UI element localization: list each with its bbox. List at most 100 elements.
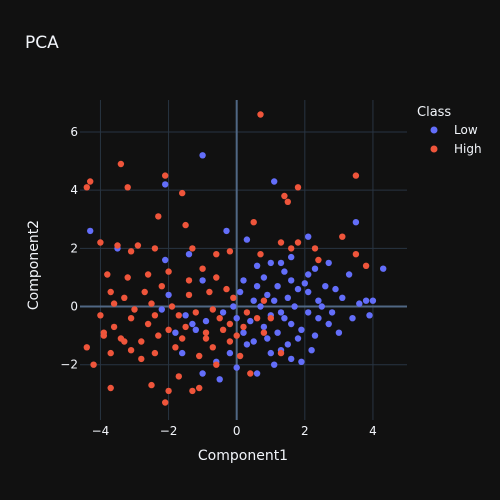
legend-item-low[interactable]: Low	[430, 123, 478, 137]
data-point	[271, 297, 278, 304]
data-point	[311, 265, 319, 272]
data-point	[219, 309, 227, 316]
data-point	[325, 259, 332, 267]
y-axis-label: Component2	[26, 220, 42, 310]
data-point	[216, 315, 223, 322]
data-point	[189, 245, 196, 252]
data-point	[260, 274, 268, 281]
x-tick-label: −4	[92, 424, 110, 438]
x-tick-label: 2	[301, 424, 309, 438]
data-point	[253, 315, 261, 322]
data-point	[151, 349, 159, 357]
data-point	[199, 370, 206, 377]
data-point	[267, 315, 274, 322]
data-point	[151, 312, 159, 319]
data-point	[213, 361, 220, 368]
data-point	[257, 251, 264, 258]
y-tick-label: −2	[60, 358, 78, 372]
data-point	[223, 285, 230, 293]
data-point	[366, 312, 373, 319]
data-point	[349, 315, 356, 322]
data-point	[352, 172, 360, 179]
data-point	[216, 376, 223, 383]
data-point	[162, 256, 169, 264]
data-point	[253, 370, 261, 377]
data-point	[144, 271, 152, 278]
data-point	[110, 300, 118, 307]
legend-item-high[interactable]: High	[430, 142, 482, 156]
data-point	[121, 338, 128, 345]
data-point	[196, 384, 203, 392]
x-tick-label: −2	[160, 424, 178, 438]
data-point	[339, 233, 346, 240]
data-point	[240, 323, 247, 331]
data-point	[260, 297, 268, 304]
data-point	[206, 288, 213, 296]
legend-marker	[430, 145, 438, 153]
data-point	[267, 259, 274, 267]
data-point	[243, 341, 251, 348]
data-point	[243, 309, 251, 316]
data-point	[124, 274, 131, 281]
data-point	[172, 329, 179, 336]
data-point	[199, 265, 206, 272]
tick-labels: −4 −2 0 2 4 −2 0 2 4 6	[60, 125, 376, 438]
data-point	[97, 239, 104, 246]
data-point	[83, 344, 91, 351]
data-point	[138, 355, 145, 363]
data-point	[196, 352, 203, 360]
data-point	[325, 320, 332, 328]
data-point	[175, 373, 182, 380]
data-point	[277, 309, 285, 316]
y-tick-label: 4	[70, 183, 78, 197]
series-high	[83, 111, 370, 406]
data-point	[107, 349, 114, 357]
data-point	[151, 245, 159, 252]
data-point	[127, 248, 135, 255]
y-tick-label: 2	[70, 241, 78, 255]
data-point	[158, 283, 165, 290]
data-point	[226, 320, 234, 328]
data-point	[165, 326, 172, 333]
data-point	[294, 335, 302, 342]
data-point	[328, 309, 336, 316]
data-point	[209, 306, 216, 313]
data-point	[87, 227, 94, 235]
data-point	[158, 306, 165, 313]
data-point	[87, 178, 94, 185]
data-point	[236, 352, 244, 360]
data-point	[179, 349, 186, 357]
data-point	[264, 335, 271, 342]
data-point	[315, 315, 322, 322]
x-axis-label: Component1	[198, 448, 288, 464]
data-point	[315, 297, 322, 304]
legend-marker	[430, 126, 438, 134]
data-point	[274, 283, 281, 290]
data-point	[199, 277, 206, 284]
data-point	[284, 294, 291, 301]
data-point	[155, 213, 162, 220]
y-tick-label: 6	[70, 125, 78, 139]
data-point	[318, 303, 325, 310]
data-point	[182, 312, 189, 319]
data-point	[165, 387, 172, 395]
x-tick-label: 0	[233, 424, 241, 438]
data-point	[179, 335, 186, 342]
data-point	[362, 297, 370, 304]
data-point	[117, 160, 125, 168]
data-point	[305, 271, 312, 278]
data-point	[271, 361, 278, 368]
data-point	[352, 251, 360, 258]
data-point	[253, 262, 261, 269]
data-point	[192, 326, 199, 333]
data-point	[362, 262, 370, 269]
legend-label: Low	[454, 123, 478, 137]
data-point	[185, 251, 193, 258]
data-point	[271, 178, 278, 185]
data-point	[345, 271, 353, 278]
data-point	[260, 329, 268, 336]
chart-title: PCA	[25, 33, 59, 53]
data-point	[127, 315, 135, 322]
data-point	[298, 358, 305, 365]
data-point	[247, 317, 254, 325]
